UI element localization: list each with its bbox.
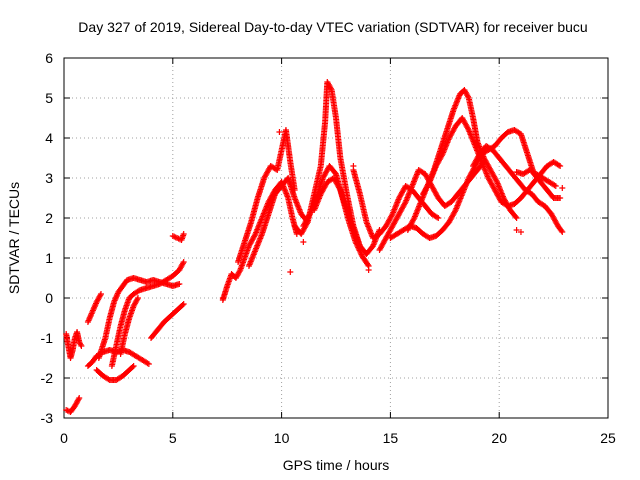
data-point [130, 363, 137, 369]
data-point-sample [438, 152, 445, 159]
y-tick-label: -3 [41, 410, 54, 426]
y-tick-label: -1 [41, 330, 54, 346]
data-point-sample [75, 396, 82, 403]
data-point-sample [134, 296, 141, 303]
data-point [435, 215, 442, 221]
data-point [76, 395, 83, 401]
data-point-sample [425, 180, 432, 187]
x-axis-label: GPS time / hours [283, 457, 390, 473]
data-point-sample [179, 302, 186, 308]
x-tick-label: 10 [274, 430, 290, 446]
data-point [517, 229, 524, 235]
y-axis-label: SDTVAR / TECUs [6, 182, 22, 294]
data-point-sample [179, 260, 186, 267]
y-tick-label: 0 [45, 290, 53, 306]
data-point [78, 343, 85, 349]
data-point [559, 229, 566, 235]
y-tick-label: 5 [45, 90, 53, 106]
chart-title: Day 327 of 2019, Sidereal Day-to-day VTE… [78, 19, 587, 35]
data-point [180, 301, 187, 307]
x-tick-label: 0 [60, 430, 68, 446]
data-point-sample [327, 85, 334, 92]
data-point-sample [410, 216, 417, 223]
data-point-sample [236, 268, 243, 275]
data-point-sample [558, 227, 565, 234]
data-point [557, 195, 564, 201]
y-tick-label: 6 [45, 50, 53, 66]
data-point-sample [144, 360, 151, 367]
data-point [145, 361, 152, 367]
data-point-sample [493, 177, 500, 184]
data-point-sample [433, 214, 440, 221]
x-tick-label: 25 [600, 430, 616, 446]
y-tick-label: 2 [45, 210, 53, 226]
data-point [350, 163, 357, 169]
data-point-sample [332, 169, 339, 176]
data-point-sample [465, 93, 472, 100]
data-point-sample [135, 287, 142, 294]
data-point [300, 239, 307, 245]
data-point-sample [77, 341, 84, 348]
plot-frame [63, 57, 609, 419]
data-point [557, 163, 564, 169]
data-point [180, 259, 187, 265]
y-tick-label: 3 [45, 170, 53, 186]
x-tick-label: 15 [383, 430, 399, 446]
data-point [219, 295, 226, 301]
data-point [513, 227, 520, 233]
data-point-sample [306, 212, 313, 219]
data-point [365, 267, 372, 273]
data-point-sample [336, 185, 343, 192]
data-point-sample [555, 162, 562, 169]
data-point-sample [388, 212, 395, 219]
data-point [559, 185, 566, 191]
ticks-layer: 0 5 10 15 20 25 -3 -2 -1 0 1 2 3 4 5 6 [41, 50, 616, 446]
data-point [513, 215, 520, 221]
data-point-sample [129, 364, 136, 370]
data-point [276, 129, 283, 135]
data-point-sample [364, 261, 371, 268]
data-point [180, 231, 187, 237]
data-point-sample [451, 208, 458, 215]
data-point-sample [551, 182, 558, 189]
data-point [134, 295, 141, 301]
data-point [97, 291, 104, 297]
data-points [63, 79, 566, 415]
x-tick-label: 5 [169, 430, 177, 446]
data-point-sample [465, 125, 472, 132]
x-tick-label: 20 [491, 430, 507, 446]
data-point-sample [105, 376, 112, 383]
y-tick-label: -2 [41, 370, 54, 386]
data-point-sample [251, 232, 258, 239]
data-point [552, 183, 559, 189]
y-tick-label: 4 [45, 130, 53, 146]
data-point-sample [97, 292, 104, 299]
data-point [287, 269, 294, 275]
data-point-sample [512, 213, 519, 220]
y-tick-label: 1 [45, 250, 53, 266]
data-point-sample [401, 200, 408, 207]
data-point [176, 281, 183, 287]
